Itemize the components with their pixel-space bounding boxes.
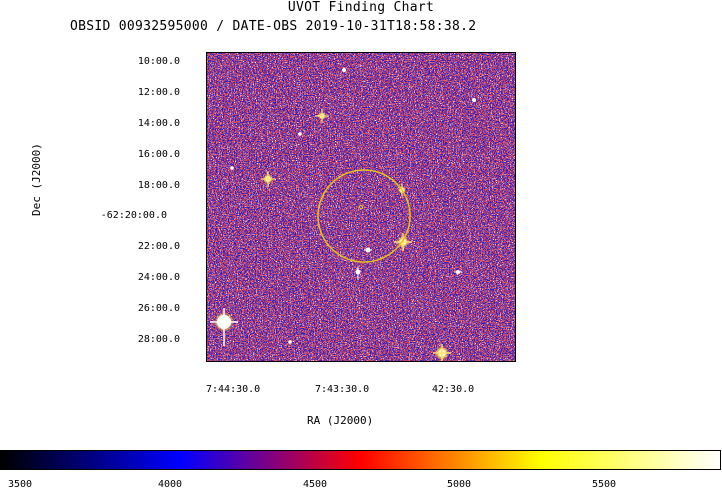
source-position-marker — [359, 205, 363, 209]
stars — [210, 68, 476, 362]
y-axis-label: Dec (J2000) — [30, 143, 43, 216]
image-speckle — [206, 52, 516, 362]
y-tick-label: 22:00.0 — [137, 241, 180, 252]
star — [230, 166, 234, 170]
star — [261, 171, 275, 187]
y-tick-label: 18:00.0 — [137, 180, 180, 191]
colorbar — [0, 450, 721, 470]
star — [433, 344, 451, 362]
x-tick-label: 42:30.0 — [432, 384, 475, 395]
x-axis-label: RA (J2000) — [307, 414, 374, 427]
colorbar-tick-label: 3500 — [8, 479, 33, 490]
star — [454, 270, 462, 274]
x-tick-label: 7:44:30.0 — [206, 384, 261, 395]
y-tick-label: 12:00.0 — [137, 87, 180, 98]
y-tick-label: 26:00.0 — [137, 303, 180, 314]
star — [288, 340, 292, 344]
y-tick-label: 16:00.0 — [137, 149, 180, 160]
y-tick-label: 10:00.0 — [137, 56, 180, 67]
star — [355, 267, 361, 280]
colorbar-tick-label: 5000 — [447, 479, 472, 490]
colorbar-tick-label: 5500 — [592, 479, 617, 490]
star — [342, 68, 346, 72]
chart-title: UVOT Finding Chart — [287, 0, 435, 15]
image-frame — [206, 52, 516, 362]
star — [472, 98, 476, 102]
observation-subtitle: OBSID 00932595000 / DATE-OBS 2019-10-31T… — [70, 19, 477, 34]
star — [210, 308, 238, 346]
y-tick-label: 28:00.0 — [137, 334, 180, 345]
colorbar-tick-label: 4000 — [158, 479, 183, 490]
colorbar-gradient — [0, 450, 721, 470]
colorbar-tick-label: 4500 — [303, 479, 328, 490]
source-region-circle — [317, 169, 411, 263]
x-tick-label: 7:43:30.0 — [315, 384, 370, 395]
y-tick-label: 24:00.0 — [137, 272, 180, 283]
star — [364, 247, 372, 253]
y-tick-label: -62:20:00.0 — [100, 210, 167, 221]
star — [315, 109, 329, 123]
sky-image — [206, 52, 516, 362]
y-tick-label: 14:00.0 — [137, 118, 180, 129]
star — [298, 132, 302, 136]
